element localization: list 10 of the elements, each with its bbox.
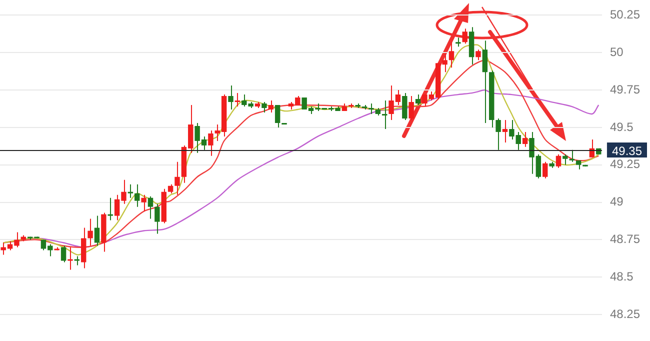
y-tick-label: 49.75: [610, 82, 640, 96]
y-tick-label: 48.25: [610, 306, 640, 321]
y-tick-label: 48.75: [610, 232, 640, 246]
y-tick-label: 49.5: [610, 120, 634, 134]
y-tick-label: 50: [610, 44, 624, 59]
y-tick-label: 49.25: [610, 157, 640, 172]
y-tick-label: 50.25: [610, 8, 640, 22]
y-tick-label: 48.5: [610, 269, 634, 284]
ref-line-label: 49.35: [612, 144, 642, 158]
y-tick-label: 49: [610, 194, 624, 209]
